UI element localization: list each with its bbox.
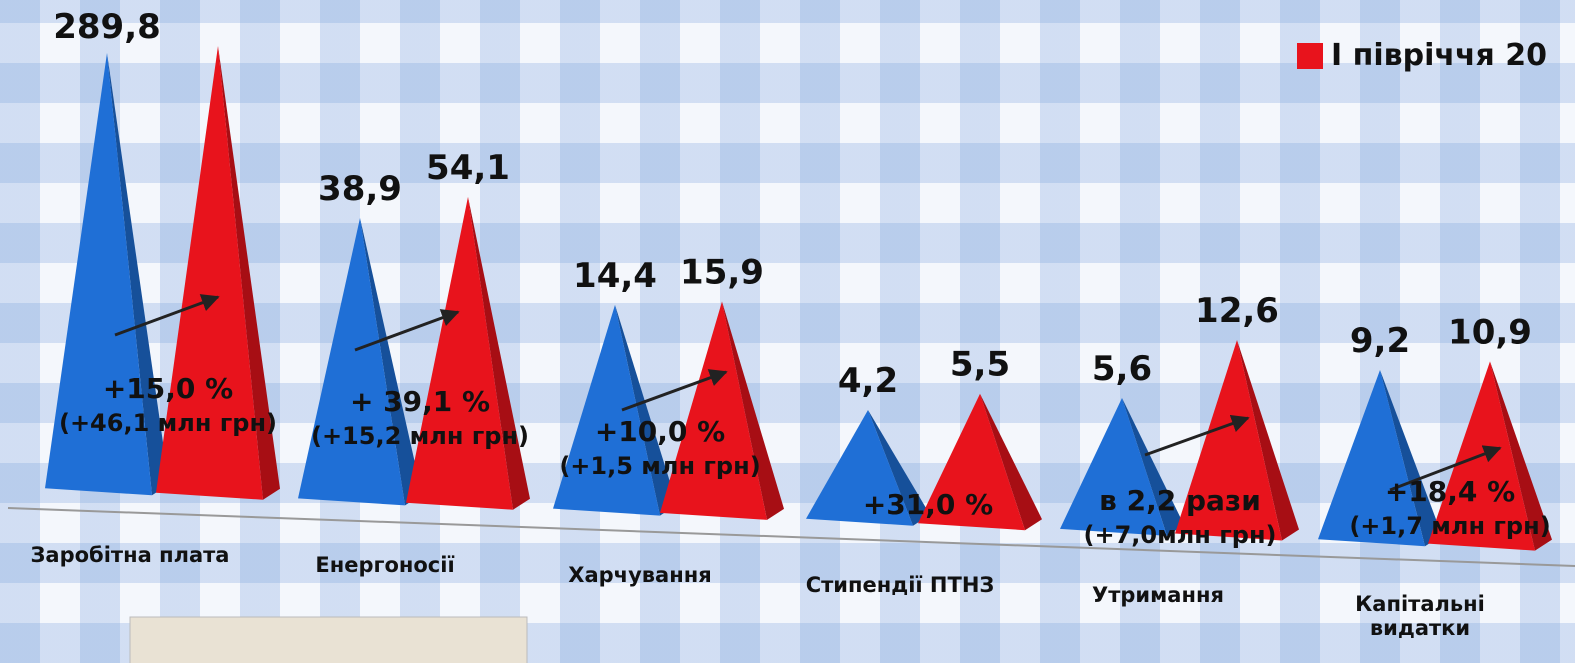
annotation: +31,0 % [798,488,1058,522]
pyramid-front [918,393,1025,531]
pyramid-side [1122,397,1184,536]
pyramid-side [1237,340,1299,541]
annotation: + 39,1 % (+15,2 млн грн) [290,385,550,453]
annotation-line: + 39,1 % [349,385,491,418]
value-label: 12,6 [1195,291,1279,331]
annotation-line: (+46,1 млн грн) [58,409,278,437]
pyramid [1060,397,1184,536]
annotation: в 2,2 рази (+7,0млн грн) [1050,484,1310,552]
legend-label: І півріччя 20 [1331,38,1548,73]
arrow [1144,415,1250,457]
annotation-line: (+7,0млн грн) [1083,521,1277,549]
x-tick-label: Утримання [1092,583,1224,607]
photo-inset [129,616,528,663]
pyramid-front [1318,370,1425,547]
pyramid-front [553,304,660,516]
pyramid-side [1490,361,1552,551]
pyramid-front [156,46,263,500]
pyramid-side [980,393,1042,531]
value-label: 289,8 [53,7,161,47]
annotation-line: +10,0 % [594,415,726,448]
pyramid [406,196,530,510]
pyramid-side [360,217,422,506]
x-tick-label: Енергоносії [315,553,455,577]
value-label: 54,1 [426,148,510,188]
pyramid-front [45,52,152,496]
annotation-line: +18,4 % [1384,475,1516,508]
annotation: +18,4 % (+1,7 млн грн) [1320,475,1575,543]
annotation-line: (+1,7 млн грн) [1349,512,1551,540]
pyramid [918,393,1042,531]
pyramid-side [218,46,280,500]
annotation: +15,0 % (+46,1 млн грн) [38,372,298,440]
arrow [114,294,220,337]
value-label: 5,6 [1092,349,1152,389]
value-label: 9,2 [1350,321,1410,361]
arrow [1389,445,1502,492]
pyramid-side [722,301,784,520]
pyramid [1318,370,1442,547]
pyramid [45,52,169,496]
annotation-line: (+1,5 млн грн) [559,452,761,480]
x-tick-label: Заробітна плата [30,543,230,567]
value-label: 10,9 [1448,312,1532,352]
arrow [621,369,728,412]
annotation: +10,0 % (+1,5 млн грн) [530,415,790,483]
pyramid-front [406,196,513,510]
annotation-line: +31,0 % [862,488,994,521]
pyramid [806,410,930,526]
pyramid [156,46,280,500]
value-label: 14,4 [573,256,657,296]
pyramid-front [806,410,913,526]
pyramid-side [468,196,530,510]
pyramid-front [1060,397,1167,536]
pyramid-side [1380,370,1442,547]
pyramid-side [868,410,930,526]
annotation-line: +15,0 % [102,372,234,405]
value-label: 15,9 [680,252,764,292]
arrow [354,309,460,352]
annotation-line: в 2,2 рази [1099,484,1261,517]
pyramid-front [1175,340,1282,541]
pyramid [553,304,677,516]
pyramid [1175,340,1299,541]
x-tick-label: Харчування [568,563,712,587]
pyramid [660,301,784,520]
value-label: 38,9 [318,169,402,209]
pyramid-front [660,301,767,520]
pyramid [298,217,422,506]
x-tick-label: Стипендії ПТНЗ [805,573,995,597]
value-label: 5,5 [950,345,1010,385]
annotation-line: (+15,2 млн грн) [310,422,530,450]
x-tick-label: Капітальні видатки [1355,592,1485,640]
legend-swatch [1297,42,1323,69]
axis-line [7,507,1575,567]
pyramid-side [615,304,677,516]
pyramid-front [298,217,405,506]
value-label: 4,2 [838,361,898,401]
pyramid-side [107,52,169,496]
legend: І півріччя 20 [1297,38,1547,73]
